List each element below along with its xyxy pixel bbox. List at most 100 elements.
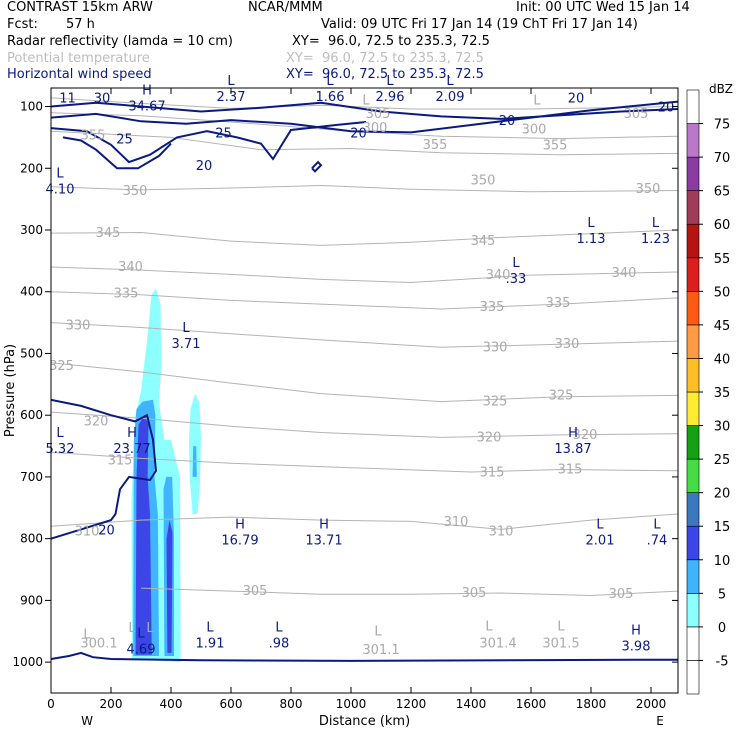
colorbar-segment	[686, 391, 700, 426]
wind-extremum-letter: L	[596, 517, 604, 532]
colorbar-segment	[686, 425, 700, 460]
colorbar-level-label: 30	[714, 420, 731, 435]
wind-extremum-value: 1.23	[641, 232, 670, 247]
theta-contour	[51, 451, 678, 473]
theta-label: 301.1	[362, 643, 399, 658]
theta-label: 301.4	[479, 637, 516, 652]
x-tick-label: 400	[160, 697, 183, 711]
wind-contour	[51, 651, 678, 662]
x-tick-label: 2000	[636, 697, 667, 711]
theta-label: 325	[49, 359, 74, 374]
theta-label: 315	[558, 463, 583, 478]
wind-extremum-letter: L	[56, 426, 64, 441]
wind-extremum-letter: L	[512, 256, 520, 271]
wind-extremum-value: 5.32	[46, 442, 75, 457]
theta-contour	[51, 362, 678, 403]
wind-extremum-value: 34.67	[128, 99, 165, 114]
colorbar-level-label: 75	[714, 118, 731, 133]
refl-core-east-15dbz	[166, 520, 173, 653]
wind-extremum-value: 3.98	[622, 639, 651, 654]
colorbar-segment	[686, 190, 700, 225]
theta-extremum-mark: L	[128, 621, 136, 636]
theta-contour	[51, 130, 678, 156]
theta-contour	[51, 266, 678, 284]
y-tick-label: 200	[20, 161, 43, 175]
theta-label: 330	[66, 319, 91, 334]
colorbar-segment	[686, 593, 700, 628]
colorbar-segment	[686, 291, 700, 326]
field-xy-reflectivity: XY= 96.0, 72.5 to 235.3, 72.5	[292, 34, 490, 49]
y-tick-label: 300	[20, 223, 43, 237]
wind-label: 20	[98, 523, 115, 538]
x-axis-east-label: E	[656, 714, 664, 728]
theta-label: 325	[483, 395, 508, 410]
y-axis-title: Pressure (hPa)	[3, 344, 18, 437]
theta-contour	[140, 587, 678, 597]
wind-extremum-letter: L	[652, 216, 660, 231]
theta-label: 355	[423, 138, 448, 153]
theta-label: 345	[471, 234, 496, 249]
wind-label: 20	[658, 101, 675, 116]
theta-label: 305	[366, 107, 391, 122]
wind-extremum-letter: L	[587, 216, 595, 231]
y-tick-label: 900	[20, 593, 43, 607]
theta-label: 300	[522, 122, 547, 137]
wind-speed-contours	[51, 100, 678, 662]
wind-extremum-letter: H	[235, 517, 245, 532]
theta-extremum-mark: L	[533, 93, 541, 108]
x-tick-label: 1000	[336, 697, 367, 711]
theta-label: 355	[81, 129, 106, 144]
theta-contour	[51, 322, 678, 348]
colorbar-segment	[686, 89, 700, 124]
plot-header: CONTRAST 15km ARW NCAR/MMM Init: 00 UTC …	[0, 0, 740, 90]
theta-extremum-mark: L	[83, 627, 91, 642]
wind-extremum-value: 23.77	[113, 442, 150, 457]
plot-frame	[50, 87, 679, 694]
wind-extremum-letter: L	[386, 74, 394, 89]
organization-label: NCAR/MMM	[248, 0, 323, 15]
wind-extremum-value: 2.96	[376, 90, 405, 105]
x-tick-label: 1400	[456, 697, 487, 711]
colorbar: -5 0 5 10 15 20 25 30 35 40 45 50 55 60 65 70 75 dBZ	[686, 82, 733, 695]
theta-extremum-mark: L	[557, 619, 565, 634]
wind-extremum-letter: H	[319, 517, 329, 532]
wind-extremum-letter: H	[568, 426, 578, 441]
wind-extremum-letter: H	[127, 426, 137, 441]
theta-label: 350	[471, 174, 496, 189]
x-axis-west-label: W	[81, 714, 93, 728]
wind-label: 20	[499, 114, 516, 129]
wind-extremum-letter: L	[326, 74, 334, 89]
wind-extremum-value: 4.10	[46, 183, 75, 198]
theta-label: 305	[624, 107, 649, 122]
colorbar-level-label: 40	[714, 352, 731, 367]
y-tick-label: 600	[20, 408, 43, 422]
wind-label: 25	[215, 126, 232, 141]
colorbar-level-label: 55	[714, 252, 731, 267]
theta-label: 335	[114, 287, 139, 302]
colorbar-level-label: 50	[714, 285, 731, 300]
colorbar-level-label: 0	[718, 621, 726, 636]
theta-label: 310	[489, 524, 514, 539]
wind-label: 20	[196, 159, 213, 174]
y-tick-label: 700	[20, 470, 43, 484]
theta-contour	[51, 97, 678, 110]
theta-label: 335	[480, 300, 505, 315]
valid-time: Valid: 09 UTC Fri 17 Jan 14 (19 ChT Fri …	[321, 17, 638, 32]
theta-extremum-mark: L	[374, 624, 382, 639]
theta-contour	[51, 184, 678, 193]
colorbar-level-label: -5	[716, 654, 729, 669]
colorbar-unit: dBZ	[709, 82, 733, 96]
x-tick-label: 1200	[396, 697, 427, 711]
colorbar-level-label: 20	[714, 487, 731, 502]
colorbar-level-label: 5	[718, 587, 726, 602]
theta-label: 355	[543, 138, 568, 153]
theta-label: 320	[477, 430, 502, 445]
colorbar-segment	[686, 660, 700, 695]
wind-contour	[51, 101, 678, 120]
theta-contour	[51, 513, 678, 530]
axes: 0 200 400 600 800 1000 1200 1400 1600 1800 2000 100…	[3, 88, 678, 729]
colorbar-level-label: 15	[714, 520, 731, 535]
reflectivity-shading	[131, 288, 201, 663]
wind-extremum-letter: L	[137, 627, 145, 642]
colorbar-segment	[686, 123, 700, 158]
